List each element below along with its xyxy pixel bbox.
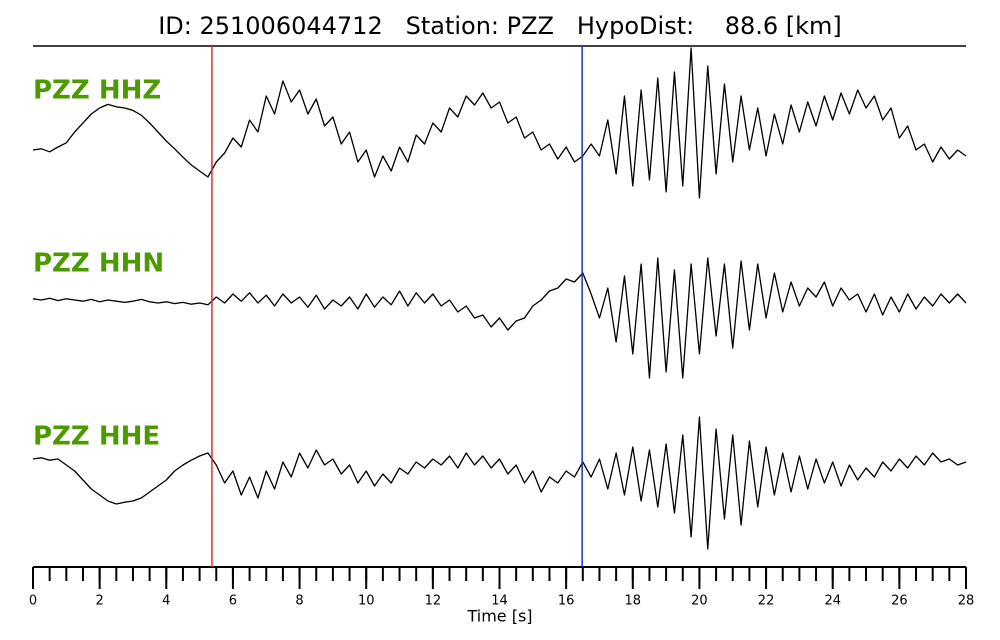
chart-title: ID: 251006044712 Station: PZZ HypoDist: … xyxy=(158,12,842,40)
x-tick-label: 14 xyxy=(491,594,508,609)
x-tick-label: 16 xyxy=(558,594,575,609)
trace-label: PZZ HHN xyxy=(33,249,164,279)
x-tick-label: 20 xyxy=(691,594,708,609)
x-tick-label: 10 xyxy=(358,594,375,609)
trace-label: PZZ HHE xyxy=(33,422,160,452)
x-tick-label: 0 xyxy=(29,594,37,609)
x-axis-label: Time [s] xyxy=(466,607,532,626)
waveform xyxy=(32,47,967,199)
x-tick-label: 6 xyxy=(229,594,237,609)
x-tick-label: 26 xyxy=(891,594,908,609)
x-tick-label: 8 xyxy=(295,594,303,609)
trace-label: PZZ HHZ xyxy=(33,76,161,106)
x-tick-label: 4 xyxy=(162,594,170,609)
waveform xyxy=(32,416,967,550)
x-tick-label: 12 xyxy=(425,594,442,609)
x-tick-label: 24 xyxy=(824,594,841,609)
x-tick-label: 28 xyxy=(958,594,975,609)
x-tick-label: 2 xyxy=(96,594,104,609)
x-tick-label: 18 xyxy=(625,594,642,609)
waveform xyxy=(32,257,967,379)
x-tick-label: 22 xyxy=(758,594,775,609)
